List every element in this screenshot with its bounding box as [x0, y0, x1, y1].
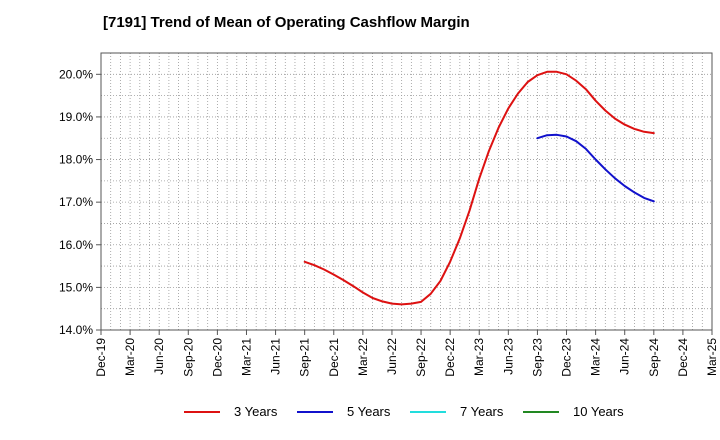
- legend-label: 5 Years: [347, 404, 391, 419]
- x-tick-label: Jun-24: [618, 338, 632, 375]
- legend-swatch: [297, 410, 333, 413]
- legend-label: 3 Years: [234, 404, 278, 419]
- series-lines: [303, 70, 655, 306]
- x-tick-label: Mar-22: [356, 338, 370, 376]
- series-line-3-years: [303, 70, 655, 306]
- y-tick-label: 17.0%: [59, 195, 93, 209]
- plot-area: [101, 53, 712, 330]
- legend-label: 10 Years: [573, 404, 624, 419]
- x-tick-label: Sep-23: [530, 338, 544, 377]
- y-tick-label: 14.0%: [59, 323, 93, 337]
- x-tick-label: Dec-22: [443, 338, 457, 377]
- y-tick-label: 15.0%: [59, 280, 93, 294]
- y-tick-label: 18.0%: [59, 153, 93, 167]
- x-tick-label: Dec-21: [327, 338, 341, 377]
- y-tick-label: 20.0%: [59, 67, 93, 81]
- legend-item-5-years: 5 Years: [297, 404, 390, 419]
- x-axis: Dec-19 Mar-20 Jun-20 Sep-20 Dec-20 Mar-21 Jun-…: [94, 330, 719, 377]
- series-line-5-years: [536, 133, 655, 203]
- legend: 3 Years 5 Years 7 Years 10 Years: [0, 404, 720, 426]
- legend-item-7-years: 7 Years: [410, 404, 503, 419]
- x-tick-label: Jun-22: [385, 338, 399, 375]
- y-tick-label: 16.0%: [59, 238, 93, 252]
- legend-swatch: [523, 410, 559, 413]
- x-tick-label: Dec-19: [94, 338, 108, 377]
- x-tick-label: Sep-24: [647, 338, 661, 377]
- x-tick-label: Mar-25: [705, 338, 719, 376]
- plot-frame: [100, 52, 713, 331]
- x-tick-label: Sep-20: [181, 338, 195, 377]
- y-tick-label: 19.0%: [59, 110, 93, 124]
- x-tick-label: Dec-24: [676, 338, 690, 377]
- legend-item-10-years: 10 Years: [523, 404, 624, 419]
- legend-swatch: [410, 410, 446, 413]
- chart-title: [7191] Trend of Mean of Operating Cashfl…: [103, 14, 470, 31]
- legend-swatch: [184, 410, 220, 413]
- x-tick-label: Mar-24: [589, 338, 603, 376]
- x-tick-label: Jun-23: [501, 338, 515, 375]
- x-tick-label: Dec-23: [560, 338, 574, 377]
- y-axis: 14.0% 15.0% 16.0% 17.0% 18.0% 19.0% 20.0%: [59, 67, 101, 337]
- x-tick-label: Dec-20: [210, 338, 224, 377]
- x-tick-label: Sep-22: [414, 338, 428, 377]
- x-tick-label: Mar-21: [239, 338, 253, 376]
- x-tick-label: Mar-20: [123, 338, 137, 376]
- legend-label: 7 Years: [460, 404, 504, 419]
- grid: [101, 53, 712, 330]
- x-tick-label: Mar-23: [472, 338, 486, 376]
- legend-item-3-years: 3 Years: [184, 404, 277, 419]
- x-tick-label: Jun-21: [269, 338, 283, 375]
- x-tick-label: Sep-21: [298, 338, 312, 377]
- x-tick-label: Jun-20: [152, 338, 166, 375]
